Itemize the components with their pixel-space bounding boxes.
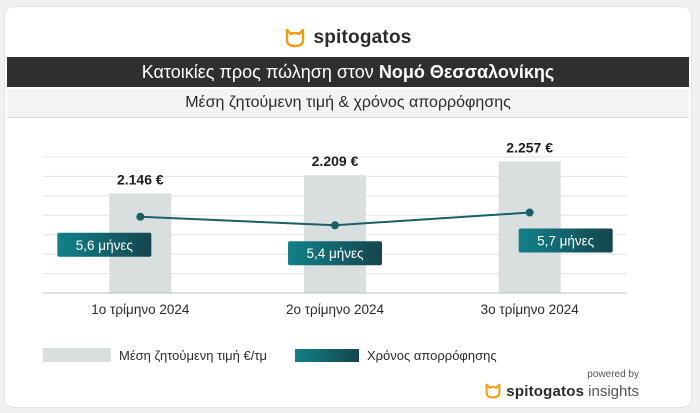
- x-tick-label: 1ο τρίμηνο 2024: [91, 302, 190, 317]
- legend-swatch-line: [294, 348, 359, 362]
- legend-item-absorption: Χρόνος απορρόφησης: [294, 347, 497, 363]
- bar-value-label: 2.209 €: [312, 153, 359, 169]
- footer-brand-name: spitogatos: [506, 382, 585, 400]
- line-value-box: [57, 232, 152, 257]
- legend-item-price: Μέση ζητούμενη τιμή €/τμ: [43, 348, 267, 363]
- bar-value-label: 2.257 €: [506, 139, 553, 155]
- line-value-label: 5,6 μήνες: [76, 238, 134, 253]
- legend-label-absorption: Χρόνος απορρόφησης: [366, 347, 497, 363]
- cat-logo-icon: [286, 28, 305, 48]
- combo-chart: 2.146 € 2.209 € 2.257 € 5,6 μήνες 5,4 μήνες 5…: [43, 139, 627, 317]
- line-point: [525, 208, 534, 217]
- line-value-box: [288, 241, 382, 266]
- legend-swatch-bar: [43, 348, 111, 362]
- brand-name: spitogatos: [313, 27, 412, 48]
- brand-logo: spitogatos: [5, 23, 691, 53]
- line-value-box: [518, 228, 613, 253]
- title-prefix: Κατοικίες προς πώληση στον: [141, 62, 374, 82]
- legend-label-price: Μέση ζητούμενη τιμή €/τμ: [119, 347, 267, 363]
- powered-by-text: powered by: [587, 369, 639, 380]
- footer-brand-logo: spitogatos insights: [484, 380, 639, 402]
- bar: [498, 161, 561, 293]
- infographic-card: spitogatos Κατοικίες προς πώληση στον Νο…: [4, 6, 692, 408]
- bar-value-label: 2.146 €: [117, 171, 164, 187]
- bar: [304, 175, 366, 293]
- x-tick-label: 2ο τρίμηνο 2024: [286, 302, 385, 317]
- x-tick-label: 3ο τρίμηνο 2024: [481, 302, 580, 317]
- line-point: [331, 221, 339, 230]
- line-value-label: 5,4 μήνες: [306, 246, 364, 261]
- chart-subtitle: Μέση ζητούμενη τιμή & χρόνος απορρόφησης: [7, 89, 689, 118]
- footer-brand-suffix: insights: [588, 382, 639, 400]
- line-point: [136, 212, 145, 221]
- title-region: Νομό Θεσσαλονίκης: [378, 62, 555, 82]
- cat-logo-icon: [485, 383, 501, 399]
- chart-legend: Μέση ζητούμενη τιμή €/τμ Χρόνος απορρόφη…: [43, 346, 525, 364]
- line-value-label: 5,7 μήνες: [537, 234, 595, 249]
- chart-title: Κατοικίες προς πώληση στον Νομό Θεσσαλον…: [7, 57, 689, 87]
